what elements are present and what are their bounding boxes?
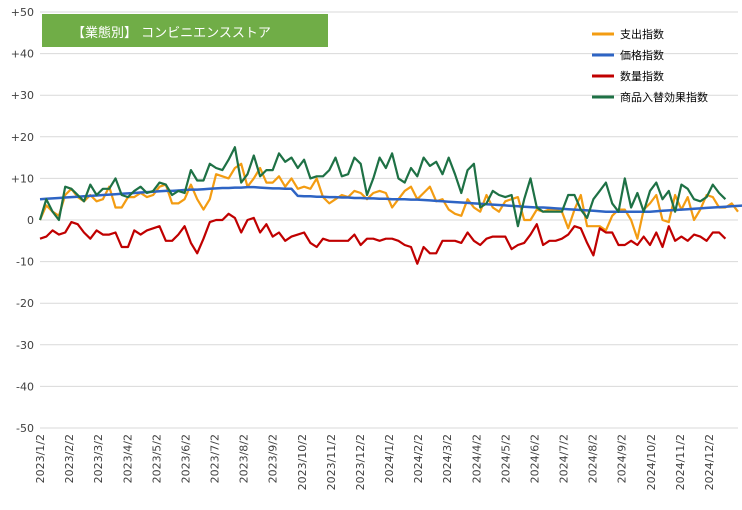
x-tick-label: 2024/5/2 <box>499 434 512 483</box>
series-line-1 <box>39 185 742 213</box>
legend-label: 価格指数 <box>620 48 664 62</box>
x-tick-label: 2024/7/2 <box>558 434 571 483</box>
x-tick-label: 2023/10/2 <box>296 434 309 490</box>
y-tick-label: +10 <box>11 172 34 185</box>
y-tick-label: -10 <box>16 256 34 269</box>
x-tick-label: 2023/1/2 <box>34 434 47 483</box>
x-tick-label: 2023/4/2 <box>121 434 134 483</box>
series-line-2 <box>39 212 727 265</box>
x-tick-label: 2023/7/2 <box>209 434 222 483</box>
y-tick-label: +50 <box>11 6 34 19</box>
y-tick-label: -20 <box>16 297 34 310</box>
x-tick-label: 2024/9/2 <box>616 434 629 483</box>
x-tick-label: 2023/5/2 <box>150 434 163 483</box>
gridlines <box>40 11 738 429</box>
y-tick-label: +40 <box>11 48 34 61</box>
y-tick-label: 0 <box>27 214 34 227</box>
y-tick-label: -30 <box>16 339 34 352</box>
legend-label: 支出指数 <box>620 27 664 41</box>
y-tick-label: +30 <box>11 89 34 102</box>
series-line-3 <box>38 146 727 228</box>
y-tick-label: -40 <box>16 380 34 393</box>
x-tick-label: 2023/2/2 <box>63 434 76 483</box>
x-tick-label: 2024/3/2 <box>441 434 454 483</box>
x-tick-label: 2024/1/2 <box>383 434 396 483</box>
x-axis-tick-labels: 2023/1/2 2023/2/2 2023/3/2 2023/4/2 2023/5/2… <box>34 434 716 490</box>
y-tick-label: -50 <box>16 422 34 435</box>
x-tick-label: 2024/4/2 <box>470 434 483 483</box>
y-axis-tick-labels: +50 +40 +30 +20 +10 0 -10 -20 -30 -40 -50 <box>11 6 34 435</box>
chart-title-background <box>42 14 328 47</box>
x-tick-label: 2024/2/2 <box>412 434 425 483</box>
x-tick-label: 2024/12/2 <box>703 434 716 490</box>
chart-title: 【業態別】 コンビニエンスストア <box>72 25 271 41</box>
x-tick-label: 2024/8/2 <box>587 434 600 483</box>
x-tick-label: 2023/3/2 <box>92 434 105 483</box>
x-tick-label: 2024/10/2 <box>645 434 658 490</box>
legend-label: 数量指数 <box>620 69 664 83</box>
x-tick-label: 2024/11/2 <box>674 434 687 490</box>
x-tick-label: 2024/6/2 <box>528 434 541 483</box>
x-tick-label: 2023/12/2 <box>354 434 367 490</box>
y-tick-label: +20 <box>11 131 34 144</box>
legend-label: 商品入替効果指数 <box>620 90 708 104</box>
chart-title-box: 【業態別】 コンビニエンスストア <box>42 14 328 47</box>
series-lines <box>38 146 742 265</box>
x-tick-label: 2023/9/2 <box>267 434 280 483</box>
x-tick-label: 2023/8/2 <box>238 434 251 483</box>
x-tick-label: 2023/11/2 <box>325 434 338 490</box>
x-tick-label: 2023/6/2 <box>179 434 192 483</box>
